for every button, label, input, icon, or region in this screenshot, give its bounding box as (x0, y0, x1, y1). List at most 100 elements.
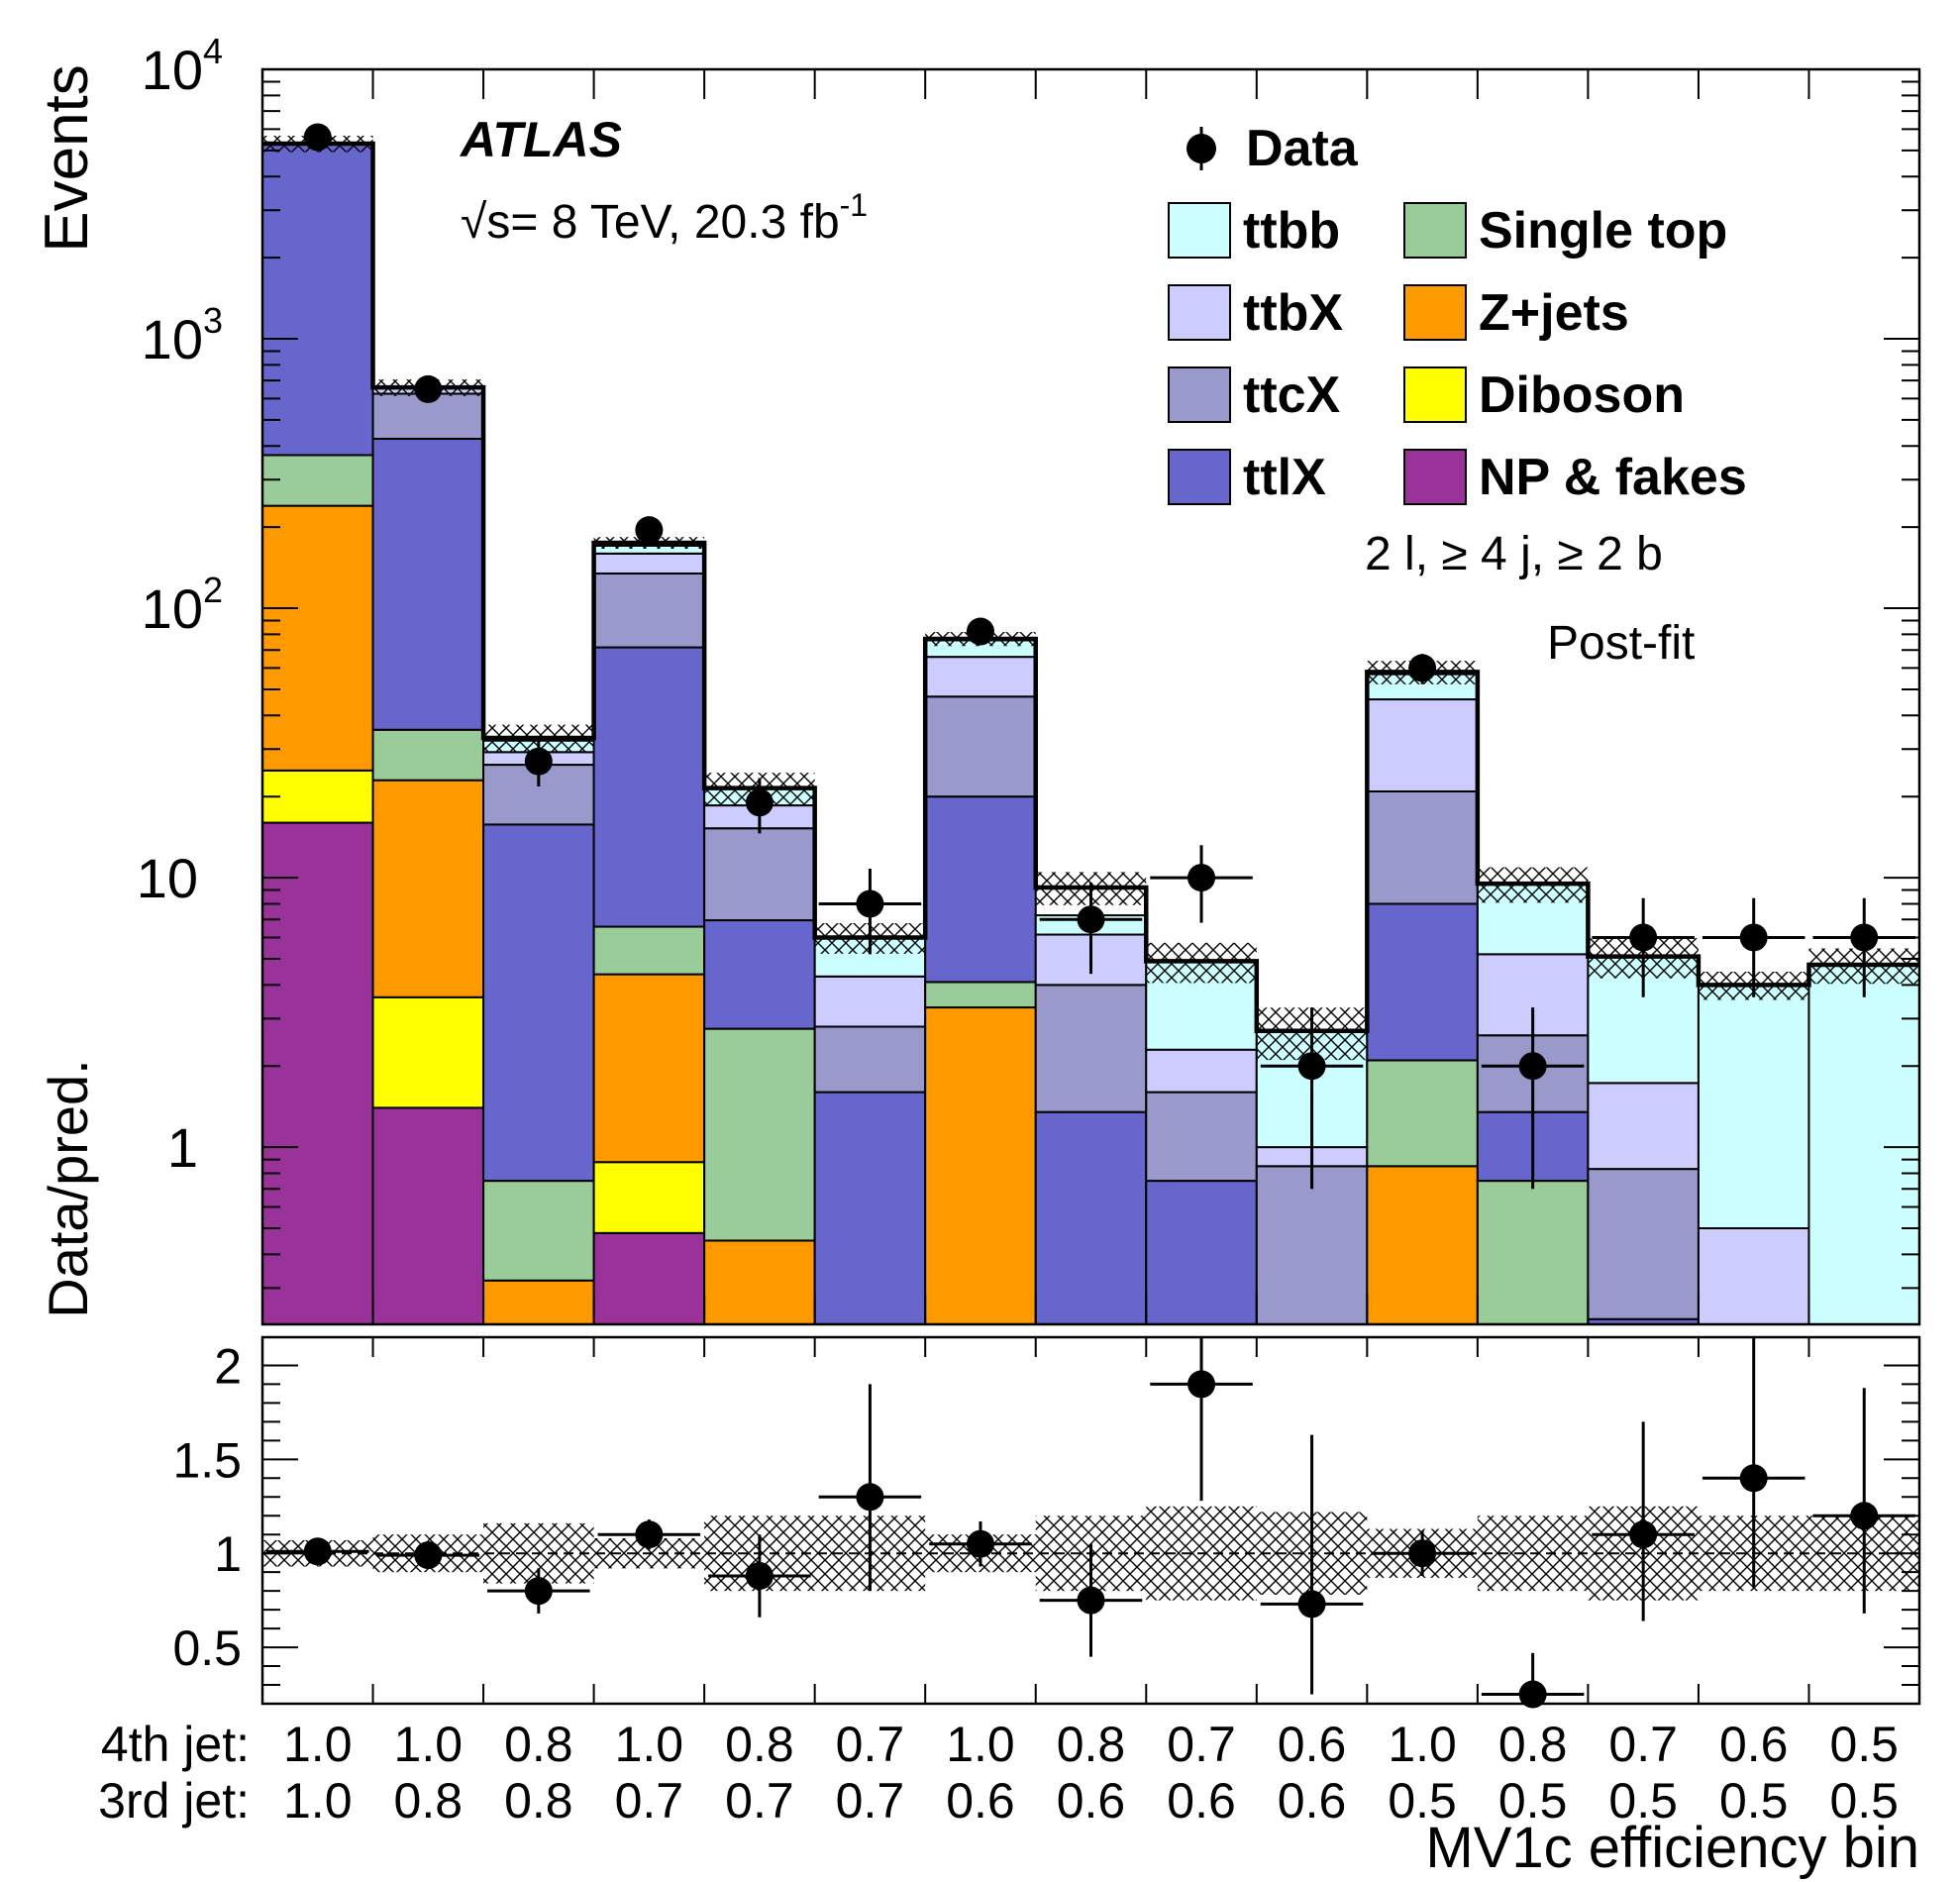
bar-segment-ttbx-bin-12 (1476, 953, 1590, 1037)
ratio-point-bin-14 (1702, 1337, 1805, 1588)
bin-label-3rd-9: 0.6 (1167, 1773, 1236, 1829)
bin-label-3rd-12: 0.5 (1498, 1773, 1568, 1829)
row-label-4th-jet: 4th jet: (101, 1717, 250, 1772)
ratio-point-bin-7 (929, 1520, 1032, 1567)
bar-segment-ttlx-bin-6 (813, 1091, 927, 1326)
bar-segment-ttlx-bin-11 (1366, 902, 1479, 1062)
data-point-bin-9 (1150, 845, 1253, 923)
bar-segment-single-top-bin-4 (592, 925, 706, 976)
ratio-frame (260, 1335, 1921, 1706)
svg-text:Diboson: Diboson (1479, 366, 1685, 424)
bin-label-3rd-6: 0.7 (836, 1773, 905, 1829)
bin-label-4th-7: 1.0 (946, 1717, 1015, 1772)
y-axis-title: Events (33, 64, 101, 253)
selection-label: 2 l, ≥ 4 j, ≥ 2 b (1365, 528, 1663, 580)
bin-label-3rd-7: 0.6 (946, 1773, 1015, 1829)
bar-segment-ttlx-bin-7 (924, 795, 1037, 984)
bar-segment-ttcx-bin-8 (1034, 984, 1148, 1113)
ratio-tick-label-3: 2 (214, 1338, 242, 1394)
bar-segment-ttlx-bin-8 (1034, 1110, 1148, 1325)
bin-label-4th-13: 0.7 (1608, 1717, 1678, 1772)
data-point-bin-1 (303, 123, 332, 152)
bar-segment-ttcx-bin-10 (1255, 1165, 1369, 1325)
data-point-bin-8 (1039, 882, 1143, 975)
ratio-point-bin-15 (1812, 1388, 1915, 1614)
bar-segment-z-jets-bin-3 (482, 1279, 595, 1325)
ratio-points (266, 1337, 1915, 1709)
data-point-bin-7 (966, 617, 994, 646)
bin-label-4th-4: 1.0 (615, 1717, 684, 1772)
legend-entry-np-fakes: NP & fakes (1403, 449, 1747, 506)
bar-segment-ttlx-bin-1 (261, 143, 374, 457)
bin-label-4th-10: 0.6 (1278, 1717, 1347, 1772)
data-point-bin-5 (745, 778, 774, 834)
ratio-point-bin-12 (1481, 1652, 1585, 1709)
ratio-point-bin-8 (1039, 1543, 1143, 1657)
legend-entry-ttlx: ttlX (1168, 449, 1326, 506)
data-point-bin-13 (1592, 897, 1695, 997)
bin-label-3rd-4: 0.7 (615, 1773, 684, 1829)
y-tick-label-2: 102 (142, 570, 223, 640)
legend-entry-single-top: Single top (1403, 202, 1727, 260)
bin-label-3rd-8: 0.6 (1057, 1773, 1126, 1829)
data-point-bin-4 (635, 516, 664, 545)
main-panel-frame (260, 67, 1921, 1326)
legend-entry-ttcx: ttcX (1168, 366, 1341, 424)
bin-label-4th-2: 1.0 (394, 1717, 464, 1772)
data-point-bin-2 (414, 374, 443, 403)
bar-segment-z-jets-bin-4 (592, 973, 706, 1164)
bar-segment-single-top-bin-5 (703, 1027, 816, 1242)
ratio-tick-label-1: 1 (214, 1526, 242, 1582)
svg-text:ttbb: ttbb (1243, 202, 1340, 260)
bar-segment-ttcx-bin-5 (703, 827, 816, 922)
bar-segment-z-jets-bin-7 (924, 1006, 1037, 1326)
data-point-bin-11 (1408, 654, 1437, 684)
data-point-bin-3 (524, 740, 553, 787)
bar-segment-np-fakes-bin-2 (371, 1106, 485, 1325)
bin-label-4th-8: 0.8 (1057, 1717, 1126, 1772)
bar-segment-ttbx-bin-9 (1145, 1048, 1258, 1094)
bin-label-4th-1: 1.0 (283, 1717, 353, 1772)
bin-label-3rd-10: 0.6 (1278, 1773, 1347, 1829)
legend-entry-ttbx: ttbX (1168, 284, 1343, 342)
bar-segment-ttcx-bin-9 (1145, 1091, 1258, 1183)
bar-segment-diboson-bin-4 (592, 1161, 706, 1234)
legend-entry-ttbb: ttbb (1168, 202, 1340, 260)
ratio-y-axis-title: Data/pred. (37, 1059, 99, 1318)
bin-label-4th-5: 0.8 (725, 1717, 794, 1772)
bin-label-3rd-14: 0.5 (1719, 1773, 1789, 1829)
bin-label-4th-3: 0.8 (504, 1717, 573, 1772)
energy-label: √s= 8 TeV, 20.3 fb-1 (461, 187, 868, 249)
bar-segment-ttcx-bin-13 (1587, 1168, 1700, 1320)
bin-label-3rd-15: 0.5 (1829, 1773, 1899, 1829)
atlas-label: ATLAS (459, 112, 622, 167)
ratio-point-bin-1 (266, 1537, 369, 1566)
bar-segment-single-top-bin-3 (482, 1180, 595, 1282)
bar-segment-ttcx-bin-7 (924, 695, 1037, 798)
svg-text:ttbX: ttbX (1243, 284, 1343, 342)
x-axis-title: MV1c efficiency bin (1425, 1816, 1919, 1880)
ratio-point-bin-3 (487, 1568, 590, 1614)
svg-text:ttlX: ttlX (1243, 449, 1326, 506)
svg-text:Data: Data (1246, 120, 1359, 177)
bin-label-4th-9: 0.7 (1167, 1717, 1236, 1772)
bar-segment-ttlx-bin-4 (592, 646, 706, 928)
bin-labels: 4th jet:3rd jet:1.01.01.00.80.80.81.00.7… (98, 1717, 1899, 1829)
ratio-point-bin-10 (1260, 1434, 1364, 1695)
bar-segment-z-jets-bin-2 (371, 779, 485, 998)
ratio-y-axis: 0.5 1 1.5 2 (172, 1338, 242, 1676)
main-frame (260, 67, 1921, 1326)
legend-entry-z-jets: Z+jets (1403, 284, 1629, 342)
legend-entry-diboson: Diboson (1403, 366, 1685, 424)
bin-label-3rd-11: 0.5 (1388, 1773, 1457, 1829)
ratio-point-bin-13 (1592, 1421, 1695, 1621)
ratio-panel-frame (260, 1335, 1921, 1706)
bar-segment-single-top-bin-11 (1366, 1059, 1479, 1168)
bar-segment-ttbx-bin-7 (924, 656, 1037, 698)
data-point-bin-15 (1812, 897, 1915, 997)
row-label-3rd-jet: 3rd jet: (98, 1773, 250, 1829)
ratio-point-bin-4 (597, 1519, 701, 1550)
ratio-tick-label-0: 0.5 (172, 1621, 242, 1676)
ratio-point-bin-6 (818, 1384, 922, 1592)
